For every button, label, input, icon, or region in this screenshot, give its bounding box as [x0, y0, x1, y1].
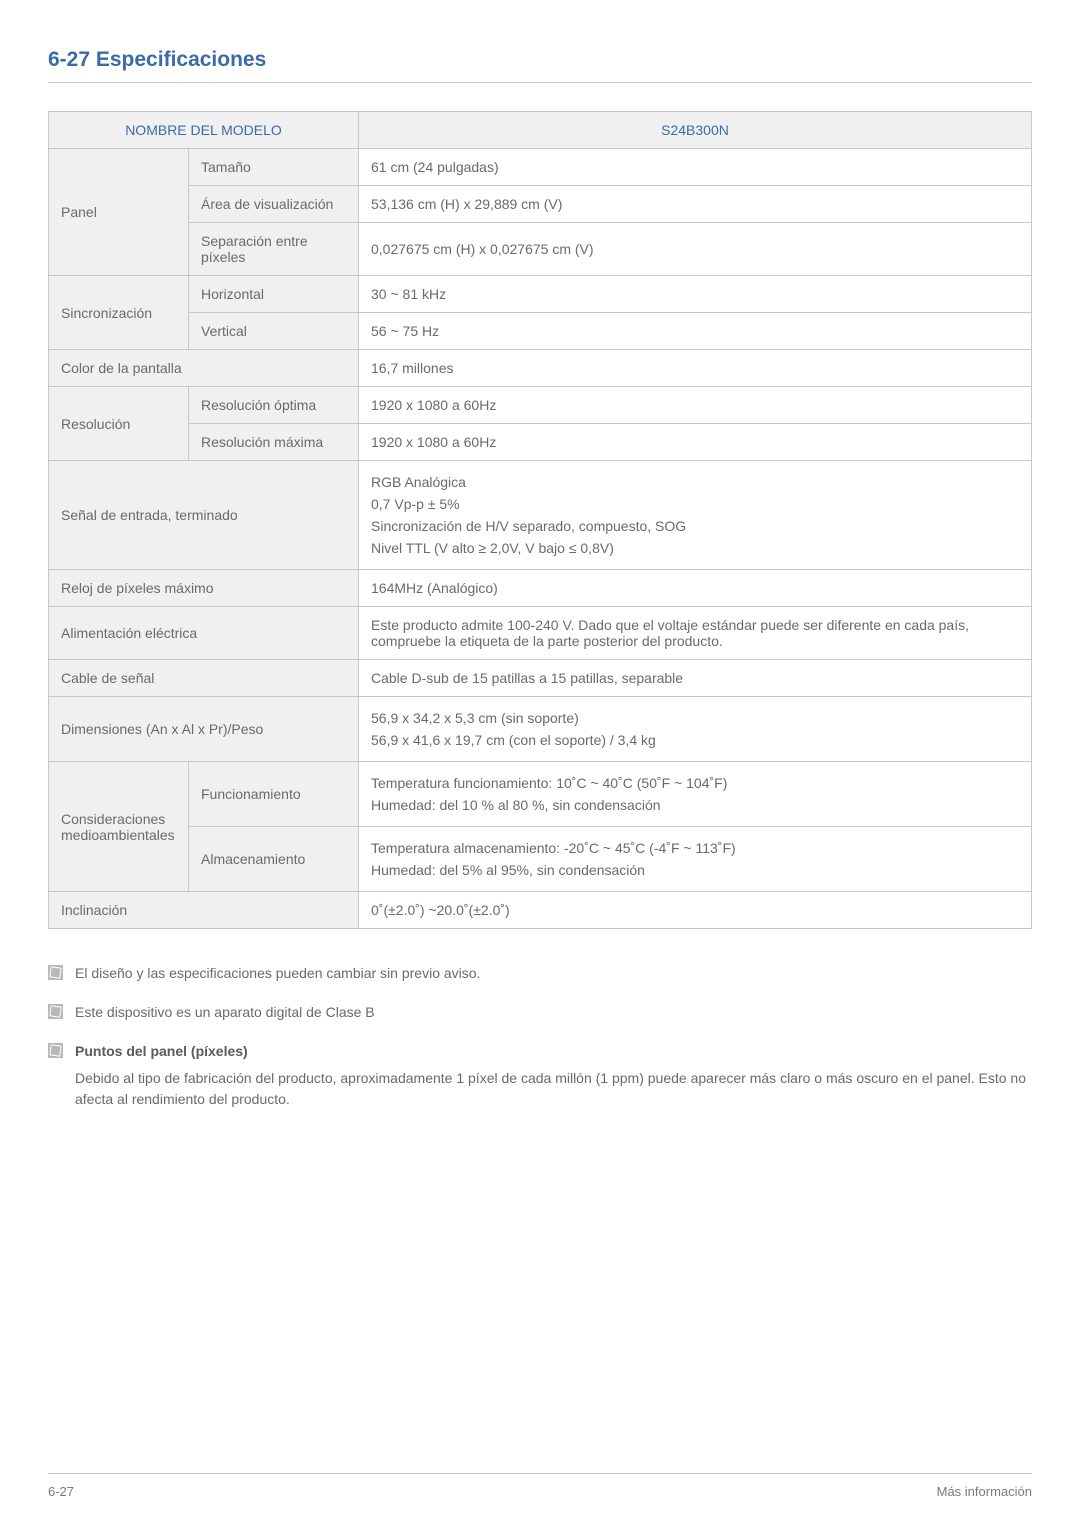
table-row: Inclinación 0˚(±2.0˚) ~20.0˚(±2.0˚) — [49, 892, 1032, 929]
note-text: Este dispositivo es un aparato digital d… — [75, 1002, 1032, 1023]
tilt-value: 0˚(±2.0˚) ~20.0˚(±2.0˚) — [359, 892, 1032, 929]
table-row: Consideraciones medioambientales Funcion… — [49, 762, 1032, 827]
footer-left: 6-27 — [48, 1484, 74, 1499]
cable-value: Cable D-sub de 15 patillas a 15 patillas… — [359, 660, 1032, 697]
env-st-line: Humedad: del 5% al 95%, sin condensación — [371, 859, 1019, 881]
note-item: El diseño y las especificaciones pueden … — [48, 963, 1032, 984]
table-row: Área de visualización 53,136 cm (H) x 29… — [49, 186, 1032, 223]
signal-line: Sincronización de H/V separado, compuest… — [371, 515, 1019, 537]
table-row: Panel Tamaño 61 cm (24 pulgadas) — [49, 149, 1032, 186]
table-header-row: NOMBRE DEL MODELO S24B300N — [49, 112, 1032, 149]
power-value: Este producto admite 100-240 V. Dado que… — [359, 607, 1032, 660]
table-row: Alimentación eléctrica Este producto adm… — [49, 607, 1032, 660]
signal-line: 0,7 Vp-p ± 5% — [371, 493, 1019, 515]
note-item: Este dispositivo es un aparato digital d… — [48, 1002, 1032, 1023]
signal-label: Señal de entrada, terminado — [49, 461, 359, 570]
panel-label: Panel — [49, 149, 189, 276]
sync-v-value: 56 ~ 75 Hz — [359, 313, 1032, 350]
res-opt-label: Resolución óptima — [189, 387, 359, 424]
dim-label: Dimensiones (An x Al x Pr)/Peso — [49, 697, 359, 762]
cable-label: Cable de señal — [49, 660, 359, 697]
sync-v-label: Vertical — [189, 313, 359, 350]
signal-value: RGB Analógica 0,7 Vp-p ± 5% Sincronizaci… — [359, 461, 1032, 570]
note-icon — [48, 1043, 63, 1058]
table-row: Cable de señal Cable D-sub de 15 patilla… — [49, 660, 1032, 697]
note-body: Debido al tipo de fabricación del produc… — [75, 1068, 1032, 1110]
table-row: Resolución Resolución óptima 1920 x 1080… — [49, 387, 1032, 424]
env-st-value: Temperatura almacenamiento: -20˚C ~ 45˚C… — [359, 827, 1032, 892]
notes-section: El diseño y las especificaciones pueden … — [48, 963, 1032, 1110]
header-model-value: S24B300N — [359, 112, 1032, 149]
table-row: Separación entre píxeles 0,027675 cm (H)… — [49, 223, 1032, 276]
table-row: Dimensiones (An x Al x Pr)/Peso 56,9 x 3… — [49, 697, 1032, 762]
sync-h-label: Horizontal — [189, 276, 359, 313]
table-row: Sincronización Horizontal 30 ~ 81 kHz — [49, 276, 1032, 313]
table-row: Almacenamiento Temperatura almacenamient… — [49, 827, 1032, 892]
res-max-value: 1920 x 1080 a 60Hz — [359, 424, 1032, 461]
header-model-name: NOMBRE DEL MODELO — [49, 112, 359, 149]
panel-sep-value: 0,027675 cm (H) x 0,027675 cm (V) — [359, 223, 1032, 276]
note-text: El diseño y las especificaciones pueden … — [75, 963, 1032, 984]
dim-line: 56,9 x 41,6 x 19,7 cm (con el soporte) /… — [371, 729, 1019, 751]
table-row: Color de la pantalla 16,7 millones — [49, 350, 1032, 387]
clock-label: Reloj de píxeles máximo — [49, 570, 359, 607]
signal-line: RGB Analógica — [371, 471, 1019, 493]
note-text: Puntos del panel (píxeles) Debido al tip… — [75, 1041, 1032, 1110]
footer-right: Más información — [937, 1484, 1032, 1499]
env-st-line: Temperatura almacenamiento: -20˚C ~ 45˚C… — [371, 837, 1019, 859]
note-title: Puntos del panel (píxeles) — [75, 1041, 1032, 1062]
table-row: Señal de entrada, terminado RGB Analógic… — [49, 461, 1032, 570]
panel-area-label: Área de visualización — [189, 186, 359, 223]
note-item: Puntos del panel (píxeles) Debido al tip… — [48, 1041, 1032, 1110]
res-opt-value: 1920 x 1080 a 60Hz — [359, 387, 1032, 424]
table-row: Resolución máxima 1920 x 1080 a 60Hz — [49, 424, 1032, 461]
panel-size-value: 61 cm (24 pulgadas) — [359, 149, 1032, 186]
color-value: 16,7 millones — [359, 350, 1032, 387]
note-icon — [48, 1004, 63, 1019]
sync-h-value: 30 ~ 81 kHz — [359, 276, 1032, 313]
spec-table: NOMBRE DEL MODELO S24B300N Panel Tamaño … — [48, 111, 1032, 929]
env-st-label: Almacenamiento — [189, 827, 359, 892]
clock-value: 164MHz (Analógico) — [359, 570, 1032, 607]
sync-label: Sincronización — [49, 276, 189, 350]
color-label: Color de la pantalla — [49, 350, 359, 387]
env-op-line: Temperatura funcionamiento: 10˚C ~ 40˚C … — [371, 772, 1019, 794]
table-row: Vertical 56 ~ 75 Hz — [49, 313, 1032, 350]
env-op-value: Temperatura funcionamiento: 10˚C ~ 40˚C … — [359, 762, 1032, 827]
signal-line: Nivel TTL (V alto ≥ 2,0V, V bajo ≤ 0,8V) — [371, 537, 1019, 559]
res-label: Resolución — [49, 387, 189, 461]
res-max-label: Resolución máxima — [189, 424, 359, 461]
section-title: 6-27 Especificaciones — [48, 48, 1032, 83]
table-row: Reloj de píxeles máximo 164MHz (Analógic… — [49, 570, 1032, 607]
panel-sep-label: Separación entre píxeles — [189, 223, 359, 276]
env-op-label: Funcionamiento — [189, 762, 359, 827]
note-icon — [48, 965, 63, 980]
page-footer: 6-27 Más información — [48, 1473, 1032, 1499]
panel-size-label: Tamaño — [189, 149, 359, 186]
dim-line: 56,9 x 34,2 x 5,3 cm (sin soporte) — [371, 707, 1019, 729]
power-label: Alimentación eléctrica — [49, 607, 359, 660]
env-op-line: Humedad: del 10 % al 80 %, sin condensac… — [371, 794, 1019, 816]
env-label: Consideraciones medioambientales — [49, 762, 189, 892]
tilt-label: Inclinación — [49, 892, 359, 929]
panel-area-value: 53,136 cm (H) x 29,889 cm (V) — [359, 186, 1032, 223]
dim-value: 56,9 x 34,2 x 5,3 cm (sin soporte) 56,9 … — [359, 697, 1032, 762]
